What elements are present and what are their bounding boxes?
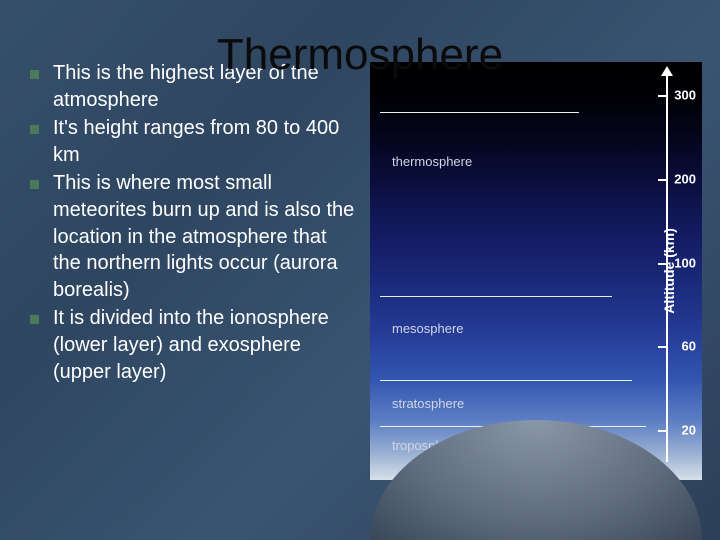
- axis-tick-label: 20: [682, 422, 696, 437]
- bullet-item: It is divided into the ionosphere (lower…: [30, 305, 356, 385]
- axis-title: Altitude (km): [661, 228, 677, 314]
- altitude-axis: Altitude (km) 300 200 100 60 20: [640, 62, 696, 480]
- square-bullet-icon: [30, 315, 39, 324]
- slide-title: Thermosphere: [0, 30, 720, 80]
- square-bullet-icon: [30, 180, 39, 189]
- bullet-text: It's height ranges from 80 to 400 km: [53, 115, 356, 168]
- bullet-item: This is where most small meteorites burn…: [30, 170, 356, 303]
- axis-tick-label: 100: [674, 255, 696, 270]
- layer-label: thermosphere: [392, 154, 472, 169]
- axis-tick: [658, 346, 668, 348]
- slide: Thermosphere This is the highest layer o…: [0, 0, 720, 540]
- layer-label: stratosphere: [392, 396, 464, 411]
- layer-boundary-line: [380, 296, 612, 297]
- axis-tick-label: 300: [674, 88, 696, 103]
- atmosphere-diagram: thermospheremesospherestratospheretropos…: [370, 62, 702, 480]
- bullet-text: It is divided into the ionosphere (lower…: [53, 305, 356, 385]
- axis-tick: [658, 179, 668, 181]
- axis-tick: [658, 95, 668, 97]
- square-bullet-icon: [30, 125, 39, 134]
- layer-boundary-line: [380, 112, 579, 113]
- bullet-text: This is where most small meteorites burn…: [53, 170, 356, 303]
- axis-tick-label: 200: [674, 172, 696, 187]
- layer-boundary-line: [380, 380, 632, 381]
- bullet-item: It's height ranges from 80 to 400 km: [30, 115, 356, 168]
- axis-tick: [658, 263, 668, 265]
- layer-label: mesosphere: [392, 321, 464, 336]
- bullet-list: This is the highest layer of the atmosph…: [30, 50, 356, 387]
- axis-tick: [658, 430, 668, 432]
- axis-tick-label: 60: [682, 339, 696, 354]
